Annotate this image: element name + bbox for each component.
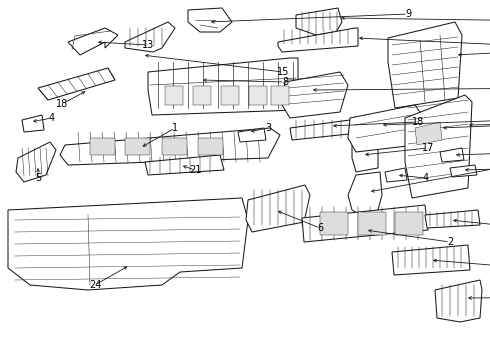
Polygon shape xyxy=(148,58,298,115)
Polygon shape xyxy=(125,22,175,52)
Polygon shape xyxy=(435,280,482,322)
Text: 9: 9 xyxy=(405,9,411,19)
Polygon shape xyxy=(246,185,310,232)
Polygon shape xyxy=(450,165,477,177)
Text: 18: 18 xyxy=(412,117,424,127)
Polygon shape xyxy=(385,168,407,182)
Polygon shape xyxy=(60,128,280,165)
Text: 3: 3 xyxy=(265,123,271,133)
Text: 17: 17 xyxy=(422,143,434,153)
Polygon shape xyxy=(290,118,368,140)
Text: 2: 2 xyxy=(447,237,453,247)
Text: 1: 1 xyxy=(172,123,178,133)
Polygon shape xyxy=(302,205,428,242)
Polygon shape xyxy=(388,22,462,108)
Polygon shape xyxy=(405,95,472,198)
Polygon shape xyxy=(165,86,183,105)
Polygon shape xyxy=(425,210,480,228)
Text: 5: 5 xyxy=(35,173,41,183)
Polygon shape xyxy=(415,122,442,145)
Polygon shape xyxy=(162,138,187,155)
Polygon shape xyxy=(271,86,289,105)
Polygon shape xyxy=(238,128,266,142)
Polygon shape xyxy=(125,138,150,155)
Polygon shape xyxy=(352,142,378,172)
Polygon shape xyxy=(68,28,118,55)
Polygon shape xyxy=(38,68,115,100)
Polygon shape xyxy=(296,8,342,35)
Polygon shape xyxy=(193,86,211,105)
Polygon shape xyxy=(198,138,223,155)
Polygon shape xyxy=(278,28,358,52)
Polygon shape xyxy=(440,148,464,162)
Polygon shape xyxy=(90,138,115,155)
Text: 8: 8 xyxy=(282,77,288,87)
Polygon shape xyxy=(320,212,348,235)
Polygon shape xyxy=(8,198,248,290)
Polygon shape xyxy=(282,72,348,118)
Polygon shape xyxy=(358,212,386,235)
Text: 21: 21 xyxy=(189,165,201,175)
Polygon shape xyxy=(221,86,239,105)
Text: 4: 4 xyxy=(49,113,55,123)
Polygon shape xyxy=(249,86,267,105)
Text: 4: 4 xyxy=(423,173,429,183)
Text: 18: 18 xyxy=(56,99,68,109)
Text: 15: 15 xyxy=(277,67,289,77)
Text: 13: 13 xyxy=(142,40,154,50)
Polygon shape xyxy=(145,155,224,175)
Polygon shape xyxy=(348,172,382,215)
Text: 6: 6 xyxy=(317,223,323,233)
Polygon shape xyxy=(392,245,470,275)
Polygon shape xyxy=(188,8,232,32)
Text: 24: 24 xyxy=(89,280,101,290)
Polygon shape xyxy=(22,115,44,132)
Polygon shape xyxy=(348,105,422,152)
Polygon shape xyxy=(16,142,56,182)
Polygon shape xyxy=(395,212,423,235)
